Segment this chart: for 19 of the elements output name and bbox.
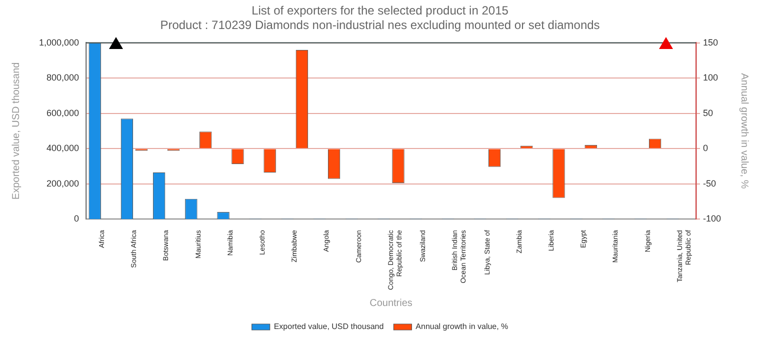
chart-title: List of exporters for the selected product in 2015 bbox=[252, 4, 509, 18]
x-axis-title: Countries bbox=[370, 298, 412, 309]
y-tick-label: 800,000 bbox=[46, 72, 80, 83]
y-tick-label: 600,000 bbox=[46, 108, 80, 118]
y-tick-label: 1,000,000 bbox=[38, 37, 80, 48]
legend-label: Annual growth in value, % bbox=[416, 322, 508, 332]
y2-axis-title: Annual growth in value, % bbox=[738, 73, 750, 189]
y2-tick-label: 150 bbox=[702, 37, 718, 48]
y-tick-label: 0 bbox=[74, 214, 80, 224]
y2-tick-label: 50 bbox=[702, 108, 713, 118]
chart-subtitle: Product : 710239 Diamonds non-industrial nes excluding mounted or set diamonds bbox=[160, 18, 600, 32]
y-axis-title: Exported value, USD thousand bbox=[10, 62, 22, 200]
legend-label: Exported value, USD thousand bbox=[274, 322, 384, 332]
y-tick-label: 400,000 bbox=[46, 143, 80, 154]
y2-tick-label: 0 bbox=[702, 143, 708, 154]
y-tick-label: 200,000 bbox=[46, 178, 80, 188]
y2-tick-label: -100 bbox=[702, 214, 721, 224]
y2-tick-label: 100 bbox=[702, 72, 718, 83]
y2-tick-label: -50 bbox=[702, 178, 716, 188]
